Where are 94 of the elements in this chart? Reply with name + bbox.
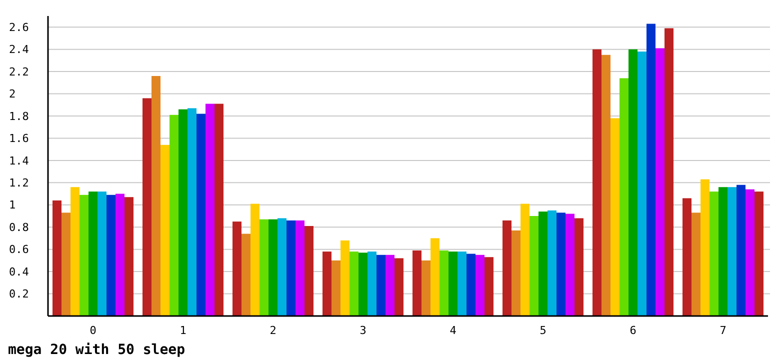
bar <box>502 220 512 316</box>
bar <box>530 216 538 316</box>
bar <box>412 250 422 316</box>
y-tick-label: 2.2 <box>9 65 29 78</box>
y-tick-label: 2.6 <box>9 20 29 34</box>
bar <box>332 260 340 316</box>
x-tick-label: 4 <box>450 324 457 337</box>
bar <box>710 192 718 316</box>
bar <box>736 184 746 316</box>
bar <box>214 104 224 316</box>
bar <box>646 24 656 316</box>
bar <box>610 118 620 316</box>
bar <box>448 252 458 316</box>
y-tick-label: 0.4 <box>9 265 30 278</box>
bar <box>188 108 196 316</box>
bar <box>268 219 278 316</box>
bar <box>620 78 628 316</box>
bar <box>206 104 214 316</box>
bar <box>98 192 106 316</box>
bar <box>386 254 394 316</box>
y-tick-label: 1.8 <box>9 110 29 123</box>
bar <box>754 192 764 316</box>
bar <box>556 212 566 316</box>
bar <box>160 144 170 316</box>
bar <box>358 252 368 316</box>
bar <box>170 114 178 316</box>
bar <box>70 187 80 316</box>
y-tick-label: 1.2 <box>9 176 29 190</box>
bar <box>376 254 386 316</box>
bar <box>728 187 736 316</box>
bar <box>458 252 466 316</box>
bar <box>368 252 376 316</box>
x-tick-label: 3 <box>360 324 366 337</box>
bar <box>548 210 556 316</box>
bar <box>538 212 548 316</box>
bar <box>656 48 664 316</box>
bar <box>476 254 484 316</box>
bar <box>196 114 206 316</box>
y-tick-label: 0.2 <box>9 288 29 301</box>
bar <box>62 212 70 316</box>
bar <box>52 200 62 316</box>
y-tick-label: 2.4 <box>9 43 30 56</box>
bar <box>520 204 530 316</box>
y-tick-label: 0.6 <box>9 243 29 256</box>
bar <box>178 109 188 316</box>
y-tick-label: 1.6 <box>9 132 29 146</box>
bar <box>322 252 332 316</box>
bar <box>88 192 98 316</box>
bar <box>142 98 152 316</box>
bar <box>566 214 574 316</box>
x-tick-label: 6 <box>630 324 636 337</box>
y-tick-label: 2 <box>9 88 16 101</box>
x-tick-label: 2 <box>270 324 276 337</box>
bar <box>484 257 494 316</box>
bar <box>232 222 242 316</box>
bar <box>422 260 430 316</box>
x-tick-label: 1 <box>180 324 186 337</box>
bar <box>628 49 638 316</box>
bar <box>260 219 268 316</box>
bar <box>124 197 134 316</box>
bar <box>286 220 296 316</box>
y-tick-label: 1 <box>9 198 16 212</box>
bar <box>440 250 448 316</box>
bar <box>430 238 440 316</box>
bar <box>80 194 88 316</box>
bar <box>466 254 476 316</box>
bar <box>700 179 710 316</box>
x-tick-label: 5 <box>540 324 546 337</box>
bar <box>574 218 584 316</box>
bar <box>746 189 754 316</box>
bar <box>152 76 160 316</box>
bar <box>340 240 350 316</box>
bar <box>278 218 286 316</box>
y-tick-label: 1.4 <box>9 154 30 168</box>
bar <box>106 194 116 316</box>
y-tick-label: 0.8 <box>9 220 29 234</box>
bar <box>638 52 646 316</box>
bar <box>602 54 610 316</box>
bar <box>350 252 358 316</box>
bar <box>242 234 250 316</box>
bar <box>304 226 314 316</box>
bar <box>718 187 728 316</box>
bar <box>250 204 260 316</box>
bar <box>394 258 404 316</box>
bar <box>664 28 674 316</box>
bar <box>682 198 692 316</box>
x-tick-label: 0 <box>90 324 96 337</box>
bar <box>296 220 304 316</box>
bar <box>512 230 520 316</box>
x-tick-label: 7 <box>720 324 726 337</box>
bar <box>592 49 602 316</box>
text: mega 20 with 50 sleep <box>8 342 186 358</box>
bar <box>692 212 700 316</box>
bar <box>116 194 124 316</box>
